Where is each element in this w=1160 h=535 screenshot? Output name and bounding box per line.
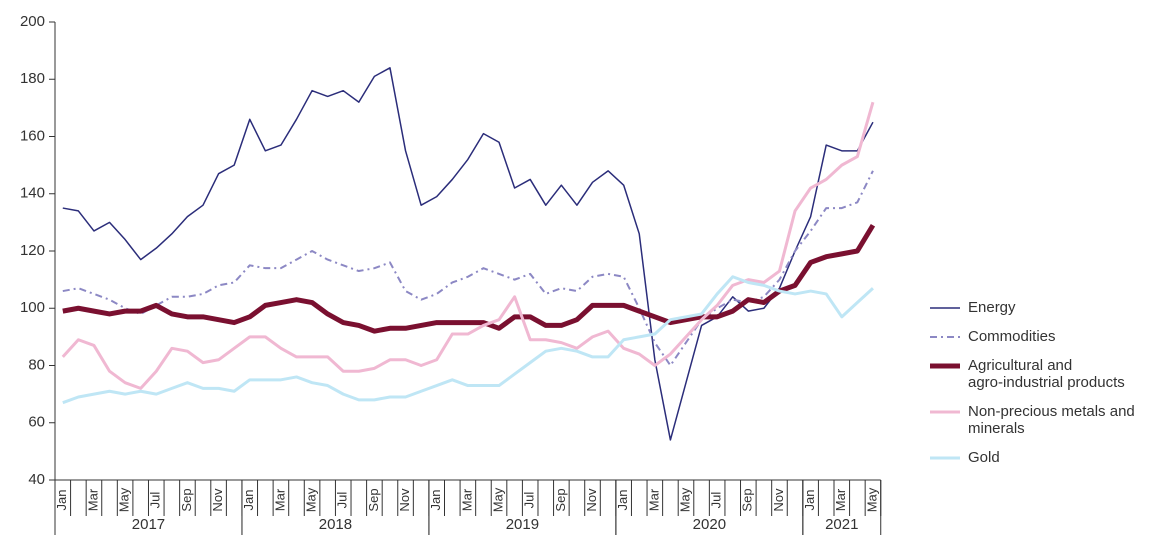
x-tick-label: Sep [366, 488, 381, 511]
x-tick-label: Jul [522, 492, 537, 509]
year-label: 2018 [319, 516, 352, 533]
legend-label: Non-precious metals and minerals [968, 403, 1135, 437]
x-tick-label: May [677, 487, 692, 512]
y-tick-label: 160 [20, 127, 45, 144]
x-tick-label: Mar [272, 488, 287, 511]
series-line [62, 223, 876, 334]
x-tick-label: May [864, 487, 879, 512]
year-label: 2019 [506, 516, 539, 533]
y-tick-label: 120 [20, 242, 45, 259]
x-tick-label: Sep [740, 488, 755, 511]
x-tick-label: Jul [148, 492, 163, 509]
x-tick-label: Jan [54, 490, 69, 511]
x-tick-label: May [490, 487, 505, 512]
series-line [62, 170, 874, 367]
y-tick-label: 60 [28, 414, 45, 431]
legend-label: Agricultural and agro-industrial products [968, 357, 1125, 391]
x-tick-label: Nov [210, 488, 225, 512]
x-tick-label: Jul [709, 492, 724, 509]
year-label: 2021 [825, 516, 858, 533]
series-line [61, 101, 875, 390]
x-tick-label: Nov [771, 488, 786, 512]
y-tick-label: 100 [20, 299, 45, 316]
x-tick-label: Jan [428, 490, 443, 511]
year-label: 2020 [693, 516, 726, 533]
x-tick-label: Mar [646, 488, 661, 511]
x-tick-label: Jan [802, 490, 817, 511]
y-tick-label: 40 [28, 471, 45, 488]
y-tick-label: 200 [20, 13, 45, 30]
y-tick-label: 180 [20, 70, 45, 87]
legend-label: Energy [968, 299, 1016, 316]
x-tick-label: Sep [553, 488, 568, 511]
legend-label: Gold [968, 449, 1000, 466]
y-tick-label: 80 [28, 356, 45, 373]
legend-label: Commodities [968, 328, 1056, 345]
series-line [62, 275, 874, 405]
x-tick-label: Mar [833, 488, 848, 511]
y-tick-label: 140 [20, 185, 45, 202]
x-tick-label: May [117, 487, 132, 512]
x-tick-label: Sep [179, 488, 194, 511]
x-tick-label: Jan [241, 490, 256, 511]
x-tick-label: Jul [335, 492, 350, 509]
x-tick-label: May [304, 487, 319, 512]
x-tick-label: Jan [615, 490, 630, 511]
x-tick-label: Nov [584, 488, 599, 512]
year-label: 2017 [132, 516, 165, 533]
x-tick-label: Mar [459, 488, 474, 511]
x-tick-label: Mar [85, 488, 100, 511]
x-tick-label: Nov [397, 488, 412, 512]
